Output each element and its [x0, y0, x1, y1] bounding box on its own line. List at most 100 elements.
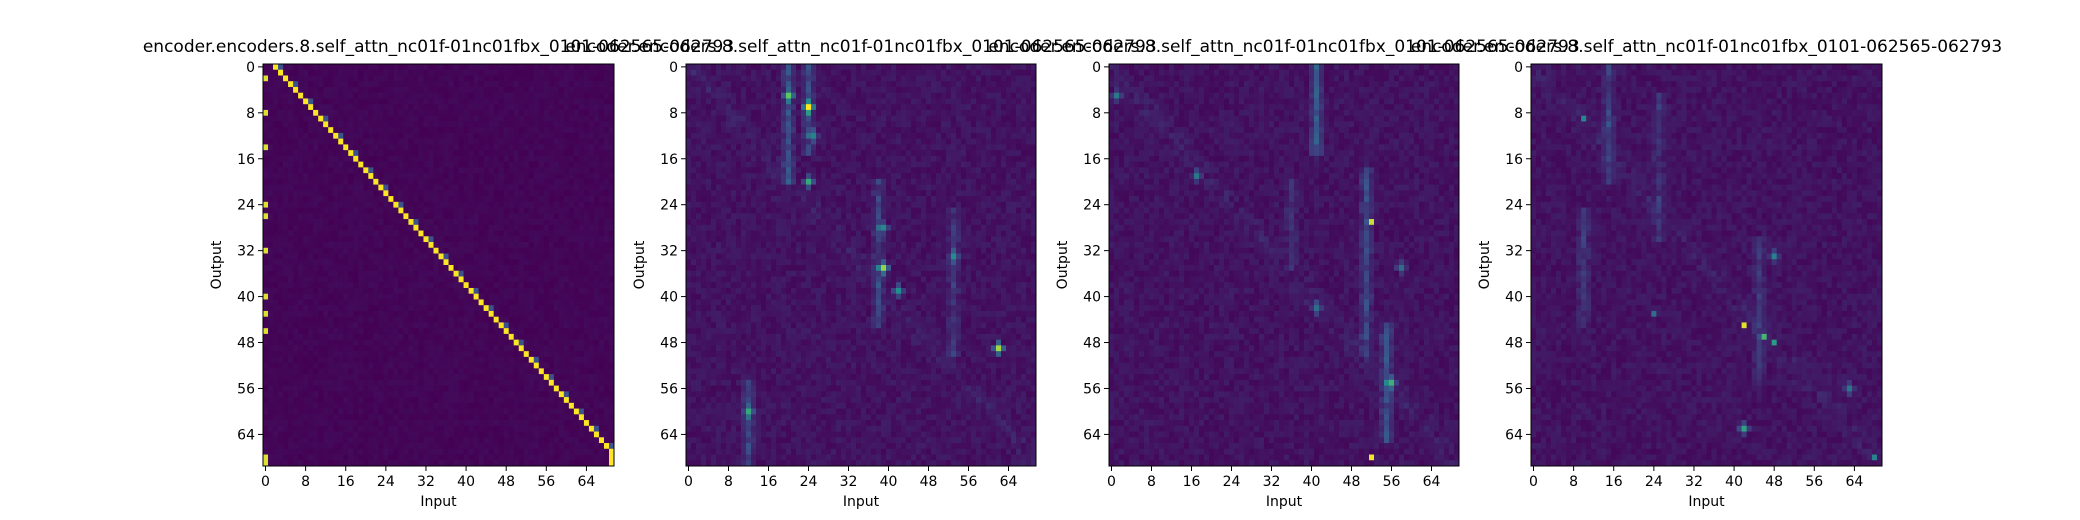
heatmap-cell — [378, 310, 384, 318]
heatmap-cell — [438, 420, 444, 427]
heatmap-cell — [378, 414, 384, 421]
heatmap-cell — [268, 173, 274, 180]
heatmap-cell — [538, 293, 545, 300]
heatmap-cell — [563, 155, 570, 163]
heatmap-cell — [388, 339, 394, 346]
heatmap-cell — [478, 104, 485, 111]
heatmap-cell — [548, 109, 555, 117]
heatmap-cell — [328, 351, 334, 358]
heatmap-cell — [433, 276, 439, 283]
heatmap-cell — [458, 362, 464, 369]
heatmap-cell — [558, 385, 565, 392]
heatmap-cell — [573, 69, 580, 76]
heatmap-cell — [408, 339, 414, 346]
heatmap-cell — [548, 242, 555, 249]
heatmap-cell — [553, 333, 560, 341]
heatmap-cell — [603, 161, 610, 168]
heatmap-cell — [328, 443, 334, 450]
heatmap-cell — [518, 293, 525, 300]
heatmap-cell — [298, 236, 304, 243]
heatmap-cell — [428, 460, 434, 467]
heatmap-cell — [513, 196, 520, 203]
heatmap-cell — [398, 144, 404, 151]
heatmap-cell — [563, 224, 570, 231]
heatmap-cell — [503, 443, 510, 450]
heatmap-cell — [328, 282, 334, 289]
heatmap-cell — [368, 230, 374, 237]
heatmap-cell — [393, 115, 399, 122]
heatmap-cell — [278, 425, 284, 432]
heatmap-cell — [383, 265, 389, 272]
heatmap-cell — [318, 333, 324, 341]
heatmap-cell — [278, 213, 284, 220]
heatmap-cell — [508, 305, 515, 312]
heatmap-cell — [608, 144, 615, 151]
heatmap-cell — [278, 356, 284, 364]
heatmap-cell — [463, 368, 469, 375]
heatmap-cell — [523, 253, 530, 260]
heatmap-cell — [338, 167, 344, 174]
heatmap-cell — [333, 230, 339, 237]
heatmap-cell — [583, 391, 590, 398]
heatmap-cell — [443, 270, 449, 277]
heatmap-cell — [293, 454, 299, 461]
heatmap-cell — [378, 207, 384, 214]
heatmap-cell — [503, 224, 510, 231]
heatmap-cell — [603, 150, 610, 157]
heatmap-cell — [373, 437, 379, 444]
heatmap-cell — [503, 138, 510, 145]
heatmap-cell — [288, 276, 294, 283]
heatmap-cell — [333, 86, 339, 94]
heatmap-cell — [543, 305, 550, 312]
heatmap-cell — [448, 219, 454, 226]
heatmap-cell — [533, 316, 540, 323]
heatmap-cell — [408, 397, 414, 404]
heatmap-cell — [508, 190, 515, 197]
heatmap-cell — [403, 115, 409, 122]
heatmap-cell — [468, 247, 474, 254]
heatmap-cell — [483, 92, 490, 99]
heatmap-cell — [378, 132, 384, 140]
heatmap-cell — [558, 397, 565, 404]
heatmap-cell — [443, 351, 449, 358]
heatmap-cell — [443, 282, 449, 289]
heatmap-cell — [463, 276, 469, 283]
heatmap-cell — [298, 201, 304, 208]
heatmap-cell — [388, 213, 394, 220]
heatmap-cell — [318, 374, 324, 381]
heatmap-cell — [438, 443, 444, 450]
heatmap-cell — [483, 155, 490, 163]
heatmap-cell — [328, 276, 334, 283]
heatmap-cell — [278, 242, 284, 249]
heatmap-cell — [538, 305, 545, 312]
heatmap-cell — [513, 64, 520, 71]
heatmap-cell — [343, 385, 349, 392]
heatmap-cell — [298, 379, 304, 386]
heatmap-cell — [308, 75, 314, 82]
heatmap-cell — [363, 184, 369, 191]
heatmap-cell — [533, 397, 540, 404]
heatmap-cell — [288, 75, 294, 82]
heatmap-cell — [403, 109, 409, 117]
heatmap-cell — [513, 425, 520, 432]
heatmap-cell — [343, 431, 349, 438]
heatmap-cell — [453, 385, 459, 392]
heatmap-cell — [303, 270, 309, 277]
heatmap-cell — [578, 287, 585, 295]
heatmap-cell — [573, 81, 580, 88]
heatmap-cell — [323, 230, 329, 237]
heatmap-cell — [568, 397, 575, 404]
heatmap-cell — [378, 242, 384, 249]
heatmap-cell — [398, 104, 404, 111]
heatmap-cell — [373, 299, 379, 306]
heatmap-cell — [363, 115, 369, 122]
heatmap-cell — [558, 420, 565, 427]
heatmap-cell — [503, 178, 510, 185]
heatmap-cell — [493, 104, 500, 111]
heatmap-cell — [573, 104, 580, 111]
heatmap-cell — [313, 213, 319, 220]
heatmap-cell — [543, 253, 550, 260]
heatmap-cell — [373, 391, 379, 398]
heatmap-cell — [313, 293, 319, 300]
heatmap-cell — [826, 64, 832, 71]
